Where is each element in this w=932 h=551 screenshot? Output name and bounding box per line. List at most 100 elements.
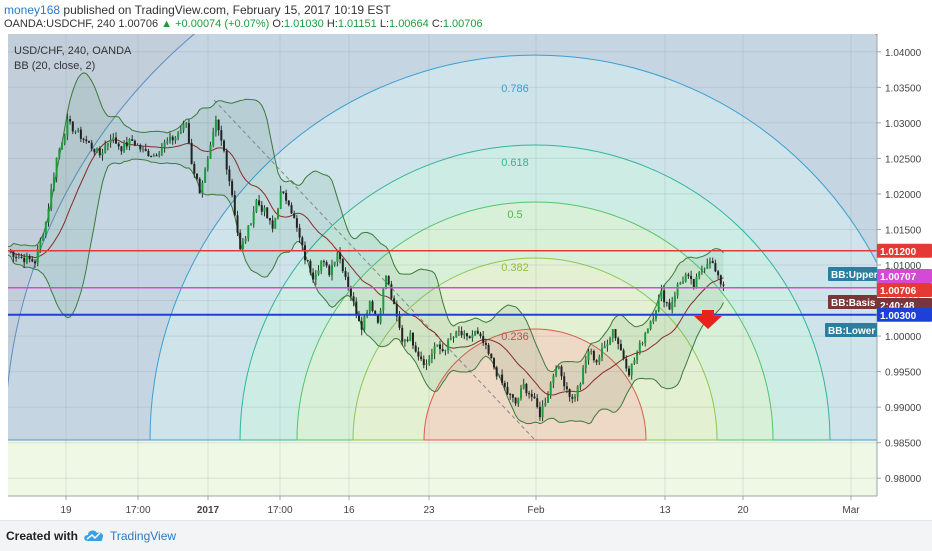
high-value: 1.01151 — [337, 18, 377, 30]
fib-label: 0.5 — [507, 209, 522, 221]
low-value: 1.00664 — [389, 18, 429, 30]
x-tick-label: 16 — [343, 505, 355, 516]
candle-body — [301, 237, 304, 246]
candle-body — [641, 343, 644, 345]
candle-body — [595, 360, 598, 363]
tradingview-brand-link[interactable]: TradingView — [110, 529, 177, 543]
bb-fill — [8, 72, 724, 424]
candle-body — [177, 133, 180, 138]
candle-body — [252, 211, 255, 225]
candle-body — [347, 276, 350, 288]
candle-body — [552, 375, 555, 384]
last-price-tag: 1.00706 — [880, 286, 917, 297]
candle-body — [61, 143, 63, 150]
candle-body — [606, 344, 609, 347]
up-triangle-icon: ▲ — [161, 18, 173, 30]
candle-body — [598, 356, 601, 363]
candle-body — [152, 155, 155, 157]
candle-body — [676, 284, 679, 296]
candle-body — [131, 139, 134, 141]
candle-body — [287, 200, 290, 206]
candle-body — [271, 220, 274, 229]
candle-body — [212, 132, 215, 145]
candle-body — [69, 119, 72, 122]
candle-body — [614, 329, 617, 339]
candle-body — [474, 330, 477, 335]
candle-body — [665, 302, 668, 304]
candle-body — [198, 178, 201, 194]
candle-body — [503, 382, 506, 387]
candle-body — [214, 119, 217, 133]
candle-body — [555, 368, 558, 376]
candle-body — [90, 142, 93, 149]
candle-body — [687, 274, 690, 276]
username-link[interactable]: money168 — [4, 3, 61, 17]
candle-body — [171, 136, 174, 141]
bb-upper-price-tag-bg — [877, 269, 932, 283]
candle-body — [452, 337, 455, 339]
candle-body — [582, 368, 585, 384]
x-tick-label: 17:00 — [267, 505, 292, 516]
y-tick-label: 1.04000 — [885, 48, 922, 59]
candle-body — [325, 262, 328, 266]
fib-trend-line — [213, 99, 536, 441]
candle-body — [247, 225, 250, 239]
candle-body — [395, 303, 398, 317]
candle-body — [533, 396, 536, 399]
y-tick-label: 1.02000 — [885, 190, 922, 201]
candle-body — [225, 150, 228, 170]
x-tick-label: 19 — [60, 505, 72, 516]
x-tick-label: 23 — [423, 505, 435, 516]
candle-body — [290, 205, 293, 214]
candle-body — [163, 142, 166, 148]
candle-body — [155, 155, 158, 157]
candle-body — [182, 123, 185, 131]
candle-body — [393, 298, 396, 304]
candle-body — [652, 318, 655, 322]
candle-body — [117, 143, 120, 147]
candle-body — [636, 353, 639, 361]
candle-body — [422, 359, 425, 365]
candle-body — [547, 395, 549, 403]
candle-body — [433, 346, 436, 354]
footer: Created with TradingView — [0, 520, 932, 551]
horizontal-lines — [8, 250, 877, 316]
candle-body — [576, 386, 579, 397]
candle-body — [44, 222, 47, 236]
candle-body — [277, 208, 279, 218]
candle-body — [401, 327, 404, 342]
candle-body — [333, 261, 336, 266]
candle-body — [201, 182, 204, 194]
candle-body — [314, 274, 317, 280]
candle-body — [385, 276, 387, 289]
bb-lower-name-tag: BB:Lower — [828, 326, 875, 337]
time-axis[interactable]: 19 17:00 2017 17:00 16 23 Feb 13 20 Mar — [60, 496, 860, 516]
candle-body — [193, 163, 196, 174]
candle-body — [47, 208, 50, 223]
candle-body — [549, 383, 552, 396]
plot-lower-area — [8, 440, 877, 496]
fib-label: 0.236 — [501, 331, 529, 343]
candle-body — [414, 345, 417, 352]
legend-indicator: BB (20, close, 2) — [14, 60, 95, 72]
candle-body — [509, 393, 512, 395]
candle-body — [449, 338, 452, 340]
candle-body — [514, 397, 517, 404]
candle-body — [663, 290, 666, 303]
candle-body — [703, 268, 706, 270]
price-axis[interactable]: 1.04000 1.03500 1.03000 1.02500 1.02000 1.015… — [877, 48, 922, 485]
fib-label: 0.382 — [501, 262, 529, 274]
candle-body — [39, 240, 42, 250]
candle-body — [460, 331, 463, 336]
y-tick-label: 1.02500 — [885, 154, 922, 165]
candle-body — [25, 256, 28, 263]
candle-body — [128, 139, 131, 147]
x-tick-label: Mar — [842, 505, 860, 516]
candle-body — [279, 191, 282, 209]
candle-body — [541, 405, 544, 418]
candle-body — [592, 351, 595, 361]
candle-body — [574, 396, 576, 399]
x-tick-label: 17:00 — [125, 505, 150, 516]
candle-body — [517, 398, 520, 404]
